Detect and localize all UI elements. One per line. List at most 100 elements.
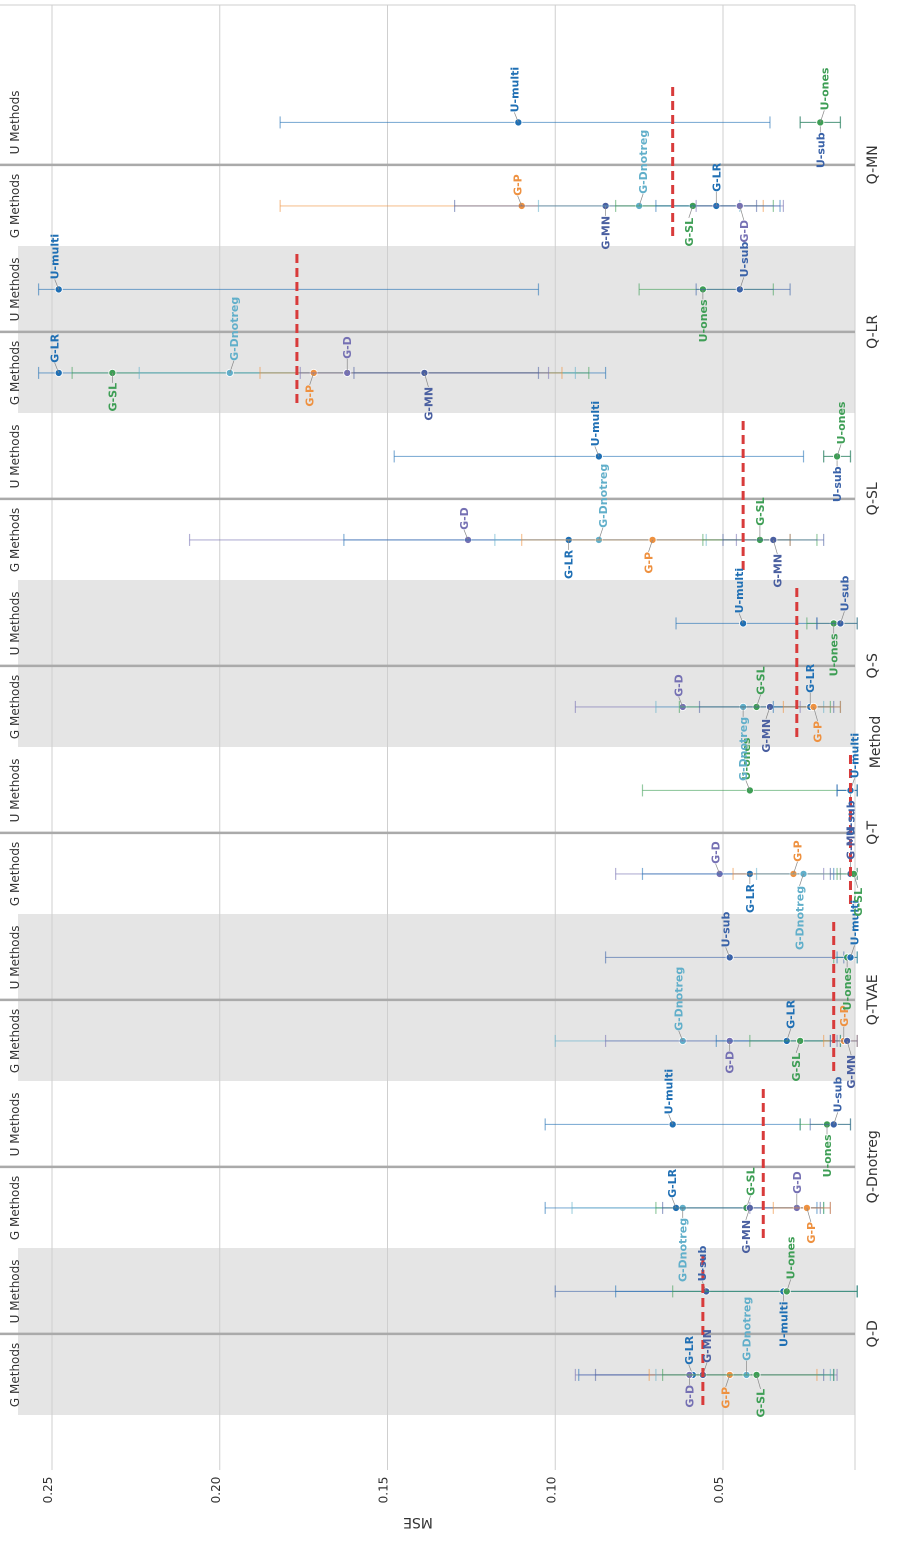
panel-bands — [18, 246, 855, 1415]
data-point — [797, 1037, 804, 1044]
point-label: G-P — [512, 174, 525, 196]
point-label: U-multi — [777, 1301, 790, 1347]
group-label-u: U Methods — [8, 758, 22, 822]
point-label: U-ones — [835, 401, 848, 444]
panel-band — [18, 580, 855, 747]
point-label: G-LR — [563, 549, 576, 579]
point-label: G-MN — [701, 1329, 714, 1363]
point-label: G-Dnotreg — [737, 717, 750, 781]
point-label: U-sub — [832, 1077, 845, 1113]
point-label: G-P — [720, 1387, 733, 1409]
panel-label: Q-Dnotreg — [865, 1130, 881, 1203]
legend-title: Method — [868, 716, 884, 769]
point-label: G-D — [710, 841, 723, 864]
group-label-u: U Methods — [8, 90, 22, 154]
point-label: G-LR — [666, 1168, 679, 1198]
point-label: G-SL — [790, 1053, 803, 1082]
point-label: G-SL — [755, 1389, 768, 1418]
point-label: G-P — [805, 1222, 818, 1244]
point-label: G-D — [738, 220, 751, 243]
point-label: U-multi — [663, 1069, 676, 1115]
point-label: G-MN — [740, 1220, 753, 1254]
point-label: G-SL — [852, 888, 865, 917]
point-label: G-LR — [49, 333, 62, 363]
point-label: G-LR — [683, 1335, 696, 1365]
point-label: U-sub — [838, 576, 851, 612]
point-label: G-D — [458, 507, 471, 530]
point-label: G-D — [683, 1385, 696, 1408]
data-point — [837, 620, 844, 627]
point-label: G-SL — [755, 666, 768, 695]
point-label: G-Dnotreg — [228, 297, 241, 361]
data-point — [726, 954, 733, 961]
point-label: G-Dnotreg — [597, 464, 610, 528]
group-label-u: U Methods — [8, 424, 22, 488]
group-label-g: G Methods — [8, 341, 22, 405]
point-label: G-LR — [710, 162, 723, 192]
point-label: U-sub — [738, 242, 751, 278]
group-label-g: G Methods — [8, 675, 22, 739]
point-label: G-LR — [744, 883, 757, 913]
point-label: U-sub — [814, 132, 827, 168]
group-label-g: G Methods — [8, 174, 22, 238]
point-label: U-sub — [831, 466, 844, 502]
data-point — [847, 954, 854, 961]
point-label: G-Dnotreg — [794, 886, 807, 950]
panel-label: Q-LR — [865, 315, 881, 349]
data-point — [740, 620, 747, 627]
point-label: G-D — [791, 1171, 804, 1194]
point-label: G-D — [673, 674, 686, 697]
panel-band — [18, 246, 855, 413]
point-label: G-MN — [845, 1055, 858, 1089]
point-label: G-SL — [754, 497, 767, 526]
point-label: U-multi — [508, 67, 521, 113]
point-label: U-ones — [821, 1134, 834, 1177]
point-label: G-MN — [422, 387, 435, 421]
group-label-u: U Methods — [8, 925, 22, 989]
point-label: U-multi — [733, 568, 746, 614]
point-label: G-SL — [744, 1167, 757, 1196]
point-label: U-multi — [589, 401, 602, 447]
group-label-g: G Methods — [8, 842, 22, 906]
group-label-u: U Methods — [8, 1259, 22, 1323]
group-label-g: G Methods — [8, 508, 22, 572]
point-label: U-ones — [841, 967, 854, 1010]
data-point — [669, 1121, 676, 1128]
point-label: G-Dnotreg — [637, 130, 650, 194]
panel-label: Q-SL — [865, 482, 881, 515]
point-label: G-MN — [600, 216, 613, 250]
group-label-g: G Methods — [8, 1009, 22, 1073]
panel-label: Q-TVAE — [865, 974, 881, 1025]
point-label: G-Dnotreg — [677, 1218, 690, 1282]
panel-label: Q-MN — [865, 145, 881, 184]
data-point — [736, 202, 743, 209]
point-label: U-sub — [844, 800, 857, 836]
panel-label: Q-S — [865, 653, 881, 678]
group-label-u: U Methods — [8, 1092, 22, 1156]
point-label: G-SL — [683, 218, 696, 247]
point-label: G-LR — [804, 663, 817, 693]
x-tick-label: 0.25 — [41, 1477, 55, 1504]
point-label: G-P — [643, 552, 656, 574]
x-axis-title: MSE — [403, 1514, 433, 1530]
x-tick-label: 0.05 — [712, 1477, 726, 1504]
point-label: U-multi — [848, 733, 861, 779]
point-label: G-P — [791, 840, 804, 862]
point-label: G-Dnotreg — [740, 1297, 753, 1361]
point-label: G-MN — [760, 719, 773, 753]
group-label-g: G Methods — [8, 1343, 22, 1407]
data-point — [746, 787, 753, 794]
point-label: G-MN — [771, 554, 784, 588]
point-label: U-sub — [696, 1246, 709, 1282]
point-label: U-multi — [49, 234, 62, 280]
x-tick-label: 0.20 — [209, 1477, 223, 1504]
point-label: G-P — [304, 385, 317, 407]
group-label-u: U Methods — [8, 591, 22, 655]
point-label: U-ones — [818, 67, 831, 110]
group-label-g: G Methods — [8, 1176, 22, 1240]
point-label: G-D — [724, 1051, 737, 1074]
x-tick-label: 0.10 — [544, 1477, 558, 1504]
panel-label: Q-D — [865, 1320, 881, 1347]
